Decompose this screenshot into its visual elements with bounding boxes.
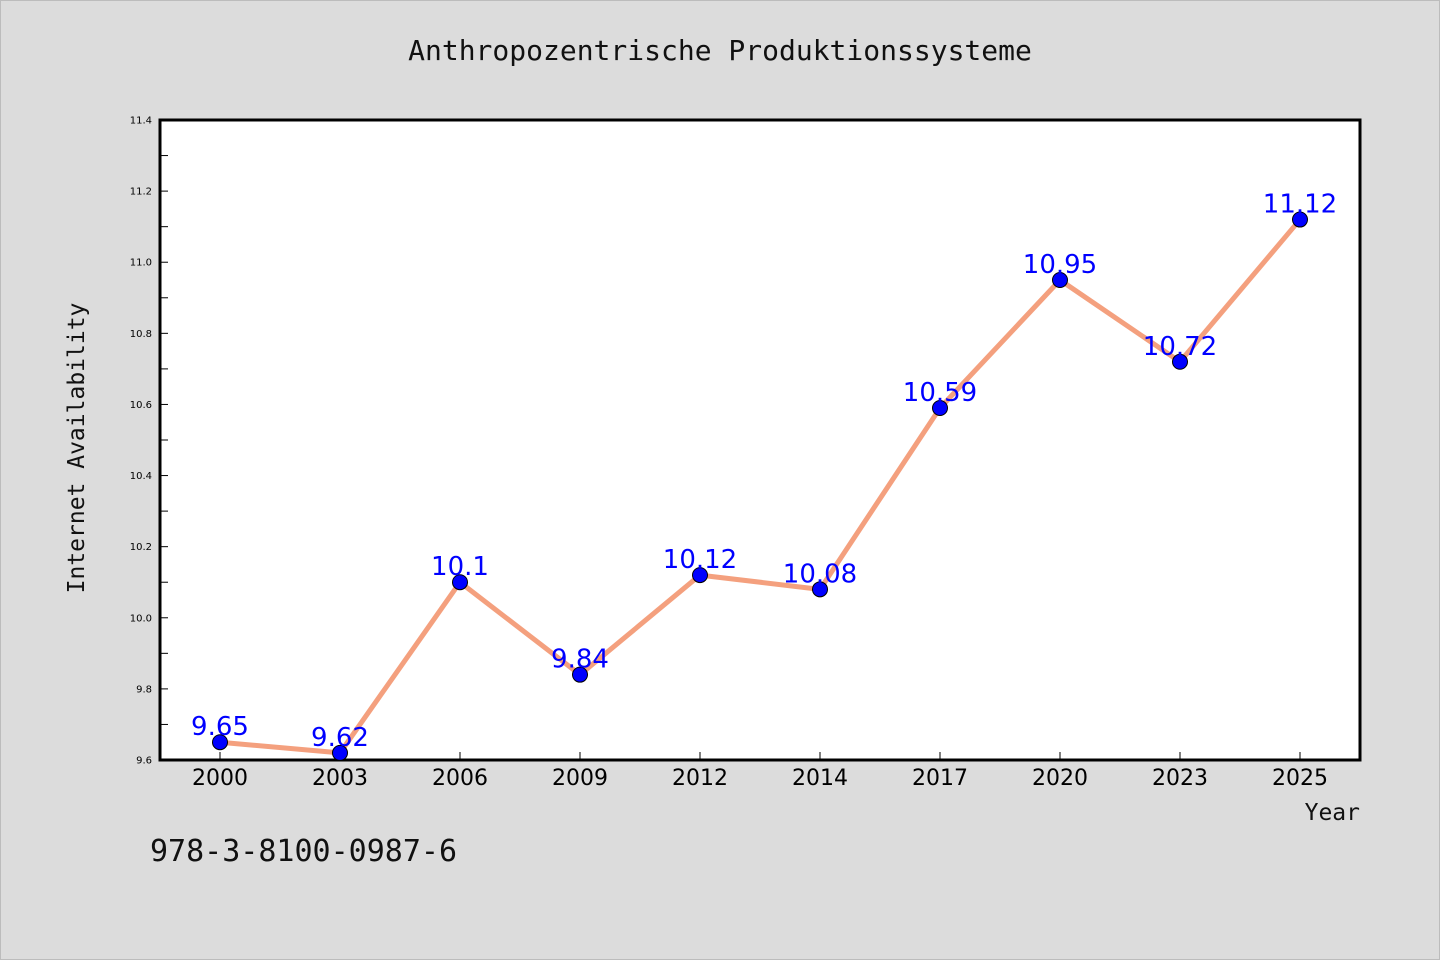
y-tick-label: 9.8 <box>136 684 152 695</box>
series-line <box>219 217 1302 756</box>
data-label: 9.84 <box>551 645 609 675</box>
x-tick-label: 2014 <box>792 766 848 791</box>
y-tick-label: 11.4 <box>130 116 152 127</box>
x-tick-label: 2003 <box>312 766 368 791</box>
chart-title: Anthropozentrische Produktionssysteme <box>408 34 1032 67</box>
x-axis-label: Year <box>1305 800 1360 826</box>
x-axis-ticks: 2000 2003 2006 2009 2012 2014 2017 2020 2023 2025 <box>192 752 1328 791</box>
x-tick-label: 2025 <box>1272 766 1328 791</box>
data-point <box>1052 272 1068 288</box>
x-tick-label: 2017 <box>912 766 968 791</box>
y-tick-label: 9.6 <box>136 756 152 767</box>
y-tick-label: 11.0 <box>130 258 152 269</box>
data-label: 10.08 <box>783 559 857 589</box>
isbn-annotation: 978-3-8100-0987-6 <box>150 834 458 869</box>
data-label: 10.12 <box>663 545 737 575</box>
data-point <box>1292 211 1308 228</box>
data-label: 11.12 <box>1263 190 1337 220</box>
y-tick-label: 10.6 <box>130 400 152 411</box>
data-point <box>692 567 708 584</box>
data-point <box>452 574 468 591</box>
data-label: 10.95 <box>1023 250 1097 280</box>
y-axis-label: Internet Availability <box>64 303 90 594</box>
data-point <box>1172 353 1188 370</box>
data-label: 10.72 <box>1143 332 1217 362</box>
data-labels: 9.65 9.62 10.1 9.84 10.12 10.08 10.59 10.95 10.7… <box>191 190 1337 753</box>
x-tick-label: 2009 <box>552 766 608 791</box>
x-tick-label: 2000 <box>192 766 248 791</box>
data-point <box>932 400 948 416</box>
data-label: 9.62 <box>311 723 369 753</box>
x-tick-label: 2006 <box>432 766 488 791</box>
y-tick-label: 10.2 <box>130 542 152 553</box>
y-tick-label: 10.8 <box>130 329 152 340</box>
y-tick-label: 10.0 <box>130 613 152 624</box>
y-tick-label: 10.4 <box>130 471 152 482</box>
data-point <box>812 581 828 598</box>
data-point <box>332 744 348 761</box>
data-label: 10.59 <box>903 378 977 408</box>
data-point <box>212 734 228 751</box>
plot-area <box>158 118 1362 762</box>
data-label: 9.65 <box>191 712 249 742</box>
x-tick-label: 2023 <box>1152 766 1208 791</box>
data-label: 10.1 <box>431 552 489 582</box>
series-line-group <box>219 217 1302 756</box>
y-tick-label: 11.2 <box>130 187 152 198</box>
data-markers <box>212 211 1308 761</box>
x-tick-label: 2020 <box>1032 766 1088 791</box>
y-axis-ticks: 9.6 9.8 10.0 10.2 10.4 10.6 10.8 11.0 11.2 11.4 <box>130 116 168 767</box>
data-point <box>572 666 588 683</box>
x-tick-label: 2012 <box>672 766 728 791</box>
